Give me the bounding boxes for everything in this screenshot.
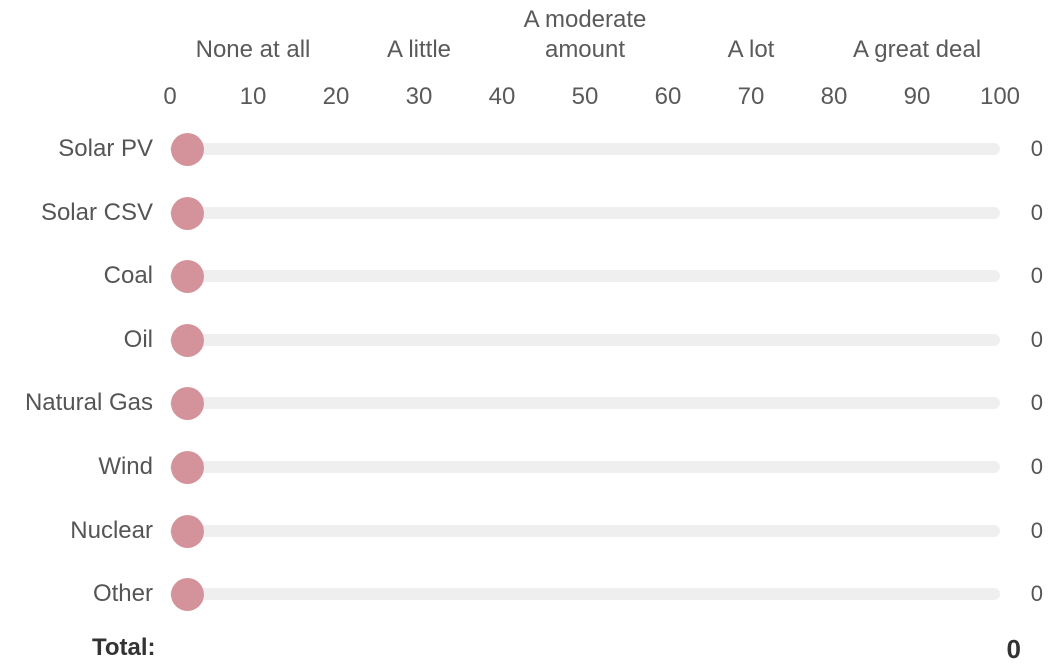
slider-handle[interactable] xyxy=(171,196,204,230)
slider-row-oil: Oil 0 xyxy=(0,315,1049,365)
slider-track[interactable] xyxy=(170,524,1000,537)
anchor-label: None at all xyxy=(195,36,311,63)
slider-row-solar-pv: Solar PV 0 xyxy=(0,124,1049,174)
slider-track[interactable] xyxy=(170,270,1000,283)
anchor-label: A lot xyxy=(727,36,775,63)
tick-label: 0 xyxy=(163,83,177,110)
slider-row-other: Other 0 xyxy=(0,569,1049,619)
slider-label: Solar PV xyxy=(58,135,153,162)
slider-track[interactable] xyxy=(170,461,1000,473)
slider-handle[interactable] xyxy=(171,514,204,548)
slider-label: Oil xyxy=(123,325,153,353)
slider-label: Natural Gas xyxy=(24,389,153,417)
slider-row-nuclear: Nuclear 0 xyxy=(0,506,1049,556)
scale-ticks: 0 10 20 30 40 50 60 70 80 90 100 xyxy=(163,82,1020,112)
slider-handle[interactable] xyxy=(171,323,204,357)
slider-track[interactable] xyxy=(170,397,1000,410)
slider-value: 0 xyxy=(1030,581,1043,607)
slider-label: Wind xyxy=(98,453,153,480)
tick-label: 40 xyxy=(488,83,516,110)
tick-label: 70 xyxy=(737,83,765,110)
tick-label: 80 xyxy=(820,83,848,110)
slider-value: 0 xyxy=(1030,199,1043,225)
anchor-label: A moderate amount xyxy=(523,6,647,63)
tick-label: 100 xyxy=(979,83,1021,110)
scale-anchor-labels: None at all A little A moderate amount A… xyxy=(170,0,1000,70)
slider-value: 0 xyxy=(1030,136,1043,161)
slider-label: Solar CSV xyxy=(40,198,153,226)
tick-label: 30 xyxy=(405,83,433,110)
slider-row-wind: Wind 0 xyxy=(0,442,1049,492)
slider-label: Other xyxy=(92,580,153,608)
tick-label: 90 xyxy=(903,83,931,110)
slider-handle[interactable] xyxy=(171,451,204,484)
slider-row-solar-csv: Solar CSV 0 xyxy=(0,188,1049,238)
slider-track[interactable] xyxy=(170,143,1000,155)
tick-label: 10 xyxy=(239,83,267,110)
total-value: 0 xyxy=(1006,634,1021,664)
slider-track[interactable] xyxy=(170,588,1000,601)
slider-handle[interactable] xyxy=(171,260,204,294)
slider-row-natural-gas: Natural Gas 0 xyxy=(0,378,1049,428)
slider-label: Nuclear xyxy=(70,516,153,544)
tick-label: 50 xyxy=(571,83,599,110)
slider-value: 0 xyxy=(1030,326,1043,352)
total-label: Total: xyxy=(92,634,156,661)
slider-row-coal: Coal 0 xyxy=(0,251,1049,301)
slider-track[interactable] xyxy=(170,206,1000,219)
slider-handle[interactable] xyxy=(171,578,204,612)
slider-handle[interactable] xyxy=(171,133,204,166)
anchor-label: A little xyxy=(386,36,452,63)
slider-value: 0 xyxy=(1030,517,1043,543)
anchor-label: A great deal xyxy=(852,36,982,63)
slider-track[interactable] xyxy=(170,333,1000,346)
slider-label: Coal xyxy=(103,262,153,290)
slider-value: 0 xyxy=(1030,390,1043,416)
slider-value: 0 xyxy=(1030,454,1043,479)
slider-handle[interactable] xyxy=(171,387,204,421)
tick-label: 60 xyxy=(654,83,682,110)
tick-label: 20 xyxy=(322,83,350,110)
slider-value: 0 xyxy=(1030,263,1043,289)
